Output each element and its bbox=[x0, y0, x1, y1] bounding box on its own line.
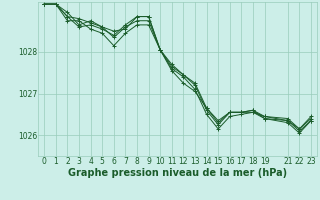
X-axis label: Graphe pression niveau de la mer (hPa): Graphe pression niveau de la mer (hPa) bbox=[68, 168, 287, 178]
